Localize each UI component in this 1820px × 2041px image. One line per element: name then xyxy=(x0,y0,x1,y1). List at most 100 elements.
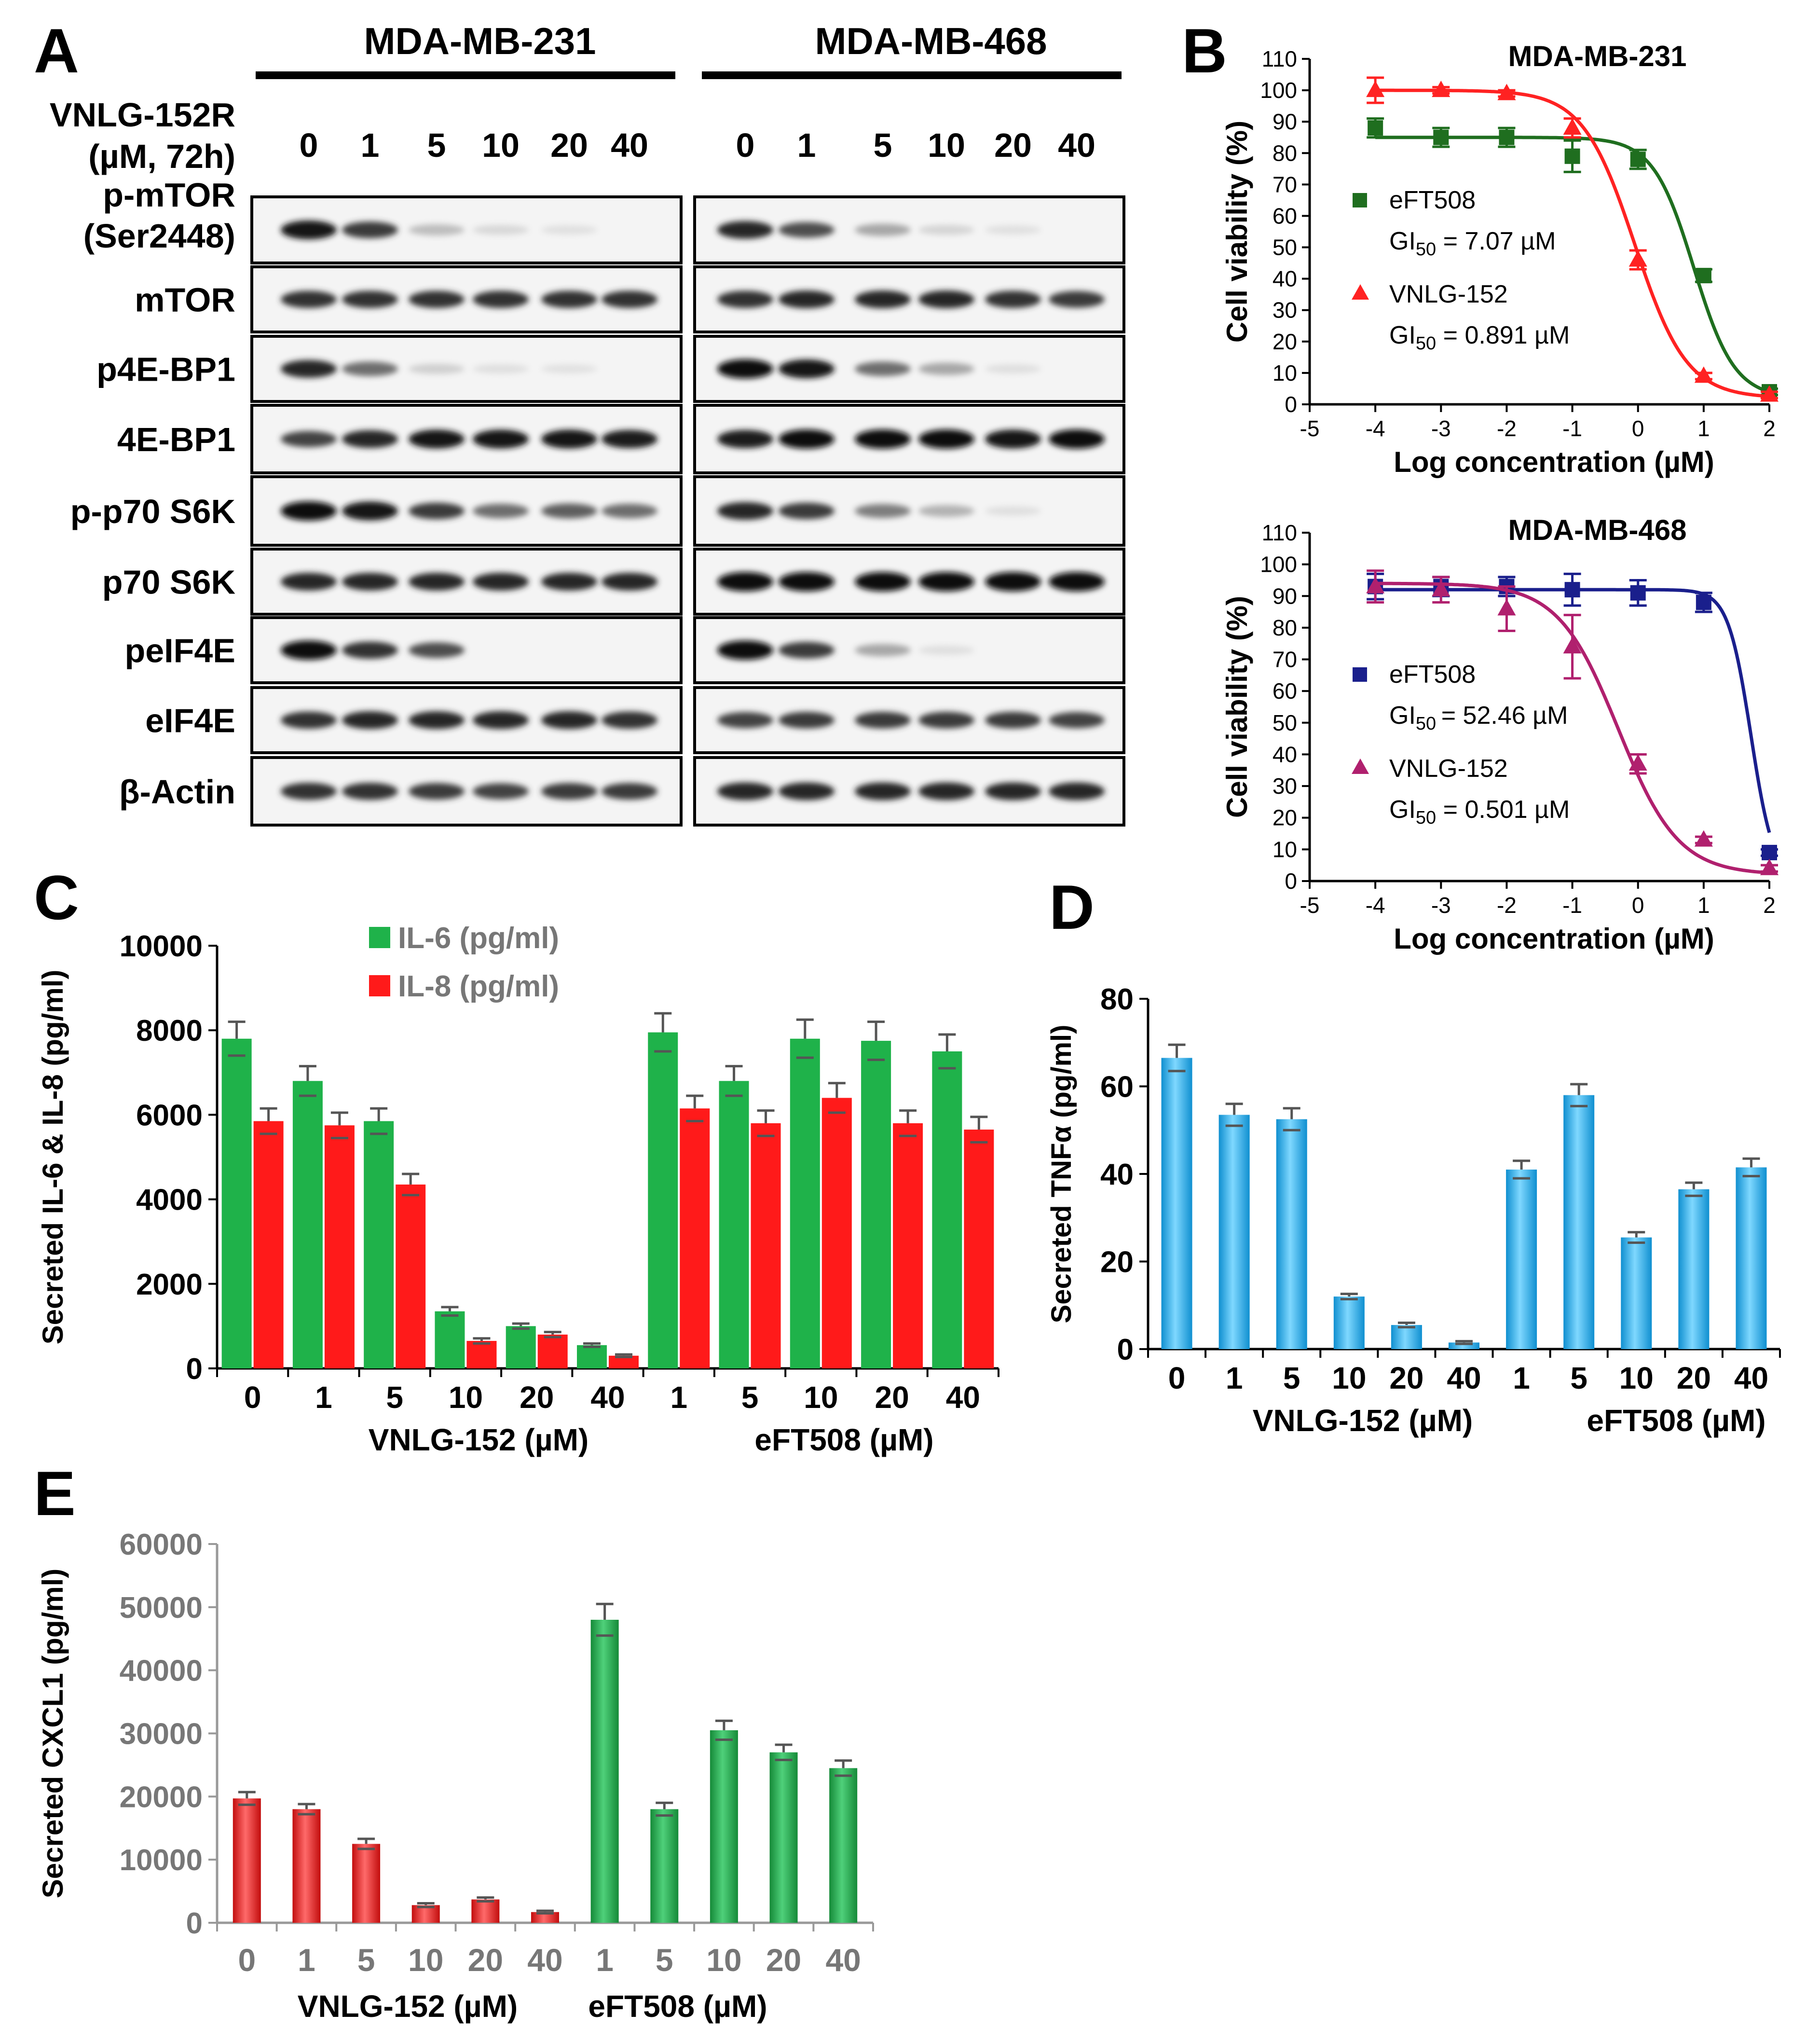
gi50-value: = 0.891 µM xyxy=(1436,321,1570,349)
blot-band xyxy=(281,640,337,660)
blot-band xyxy=(717,430,773,448)
x-category-label: 10 xyxy=(449,1380,483,1415)
bar xyxy=(1506,1169,1537,1349)
x-category-label: 20 xyxy=(468,1942,503,1978)
bar xyxy=(396,1184,426,1368)
bar xyxy=(1621,1237,1652,1349)
data-point xyxy=(1366,577,1385,593)
gi50-prefix: GI xyxy=(1389,227,1416,255)
x-group-label: VNLG-152 (µM) xyxy=(369,1422,588,1457)
dose-label: 1 xyxy=(361,126,380,164)
blot-band xyxy=(409,573,465,591)
y-tick-label: 110 xyxy=(1262,46,1297,71)
blot-band xyxy=(602,430,657,448)
blot-band xyxy=(409,224,465,236)
blot-band xyxy=(281,501,337,521)
bar xyxy=(861,1041,891,1368)
blot-band xyxy=(1049,429,1105,449)
blot-band xyxy=(342,573,398,591)
protein-label: p4E-BP1 xyxy=(96,351,235,388)
y-tick-label: 0 xyxy=(186,1352,203,1386)
bar xyxy=(324,1125,355,1368)
x-category-label: 40 xyxy=(825,1942,861,1978)
y-tick-label: 70 xyxy=(1273,172,1297,197)
blot-band xyxy=(779,429,835,449)
blot-band xyxy=(342,641,398,659)
x-tick-label: -1 xyxy=(1562,893,1582,918)
y-tick-label: 100 xyxy=(1260,78,1297,103)
blot-band xyxy=(473,225,529,235)
x-category-label: 5 xyxy=(357,1942,375,1978)
blot-band xyxy=(541,711,597,729)
y-tick-label: 20 xyxy=(1100,1246,1134,1279)
dose-label: 5 xyxy=(874,126,892,164)
gi50-subscript: 50 xyxy=(1416,239,1436,260)
y-axis-title: Secreted TNFα (pg/ml) xyxy=(1046,1025,1077,1324)
blot-band xyxy=(855,361,911,376)
blot-band xyxy=(985,429,1041,449)
y-tick-label: 60000 xyxy=(120,1528,203,1561)
blot-band xyxy=(602,503,657,519)
blot-cell-line-231: MDA-MB-231 xyxy=(364,20,596,62)
blot-band xyxy=(409,783,465,800)
y-tick-label: 80 xyxy=(1273,140,1297,165)
gi50-value: = 0.501 µM xyxy=(1436,796,1570,824)
dose-label: 40 xyxy=(1058,126,1095,164)
panel-letter-a: A xyxy=(34,15,79,86)
y-tick-label: 40000 xyxy=(120,1655,203,1688)
blot-band xyxy=(342,361,398,376)
x-tick-label: -3 xyxy=(1431,893,1451,918)
legend-label: VNLG-152 xyxy=(1389,755,1508,783)
y-tick-label: 30000 xyxy=(120,1718,203,1751)
gi50-prefix: GI xyxy=(1389,702,1416,730)
blot-band xyxy=(541,573,597,591)
blot-band xyxy=(281,573,337,591)
dose-label: 0 xyxy=(736,126,755,164)
x-category-label: 40 xyxy=(1734,1361,1768,1395)
treatment-label-line2: (µM, 72h) xyxy=(88,138,235,175)
blot-band xyxy=(918,362,974,375)
blot-band xyxy=(409,290,465,308)
bar xyxy=(648,1032,678,1368)
y-tick-label: 2000 xyxy=(136,1268,203,1301)
data-point xyxy=(1762,844,1777,860)
blot-band xyxy=(473,783,529,800)
bar xyxy=(751,1123,781,1368)
blot-band xyxy=(779,712,835,729)
x-tick-label: 1 xyxy=(1697,416,1710,441)
protein-label: mTOR xyxy=(135,281,235,319)
blot-band xyxy=(602,711,657,729)
x-tick-label: -2 xyxy=(1497,893,1517,918)
bar xyxy=(466,1341,497,1368)
bar xyxy=(932,1051,962,1368)
blot-band xyxy=(855,644,911,657)
blot-band xyxy=(541,429,597,449)
legend-label: VNLG-152 xyxy=(1389,280,1508,308)
data-point xyxy=(1760,858,1779,875)
blot-cell-line-468: MDA-MB-468 xyxy=(815,20,1047,62)
data-point xyxy=(1696,594,1711,610)
blot-band xyxy=(779,222,835,238)
gi50-value: = 7.07 µM xyxy=(1436,227,1556,255)
bar xyxy=(292,1081,323,1368)
blot-band xyxy=(473,573,529,591)
y-tick-label: 40 xyxy=(1100,1158,1134,1191)
blot-band xyxy=(779,502,835,520)
y-tick-label: 8000 xyxy=(136,1014,203,1048)
gi50-prefix: GI xyxy=(1389,796,1416,824)
y-tick-label: 20000 xyxy=(120,1780,203,1814)
blot-band xyxy=(985,712,1041,729)
blot-band xyxy=(717,290,773,308)
bar xyxy=(292,1809,321,1923)
bar xyxy=(893,1123,923,1368)
blot-band xyxy=(342,501,398,521)
panel-letter-b: B xyxy=(1182,15,1227,86)
bar xyxy=(769,1752,798,1923)
blot-band xyxy=(281,431,337,447)
protein-label: 4E-BP1 xyxy=(117,421,235,458)
x-category-label: 5 xyxy=(741,1380,759,1415)
x-tick-label: -4 xyxy=(1366,893,1385,918)
gi50-subscript: 50 xyxy=(1416,333,1436,354)
blot-band xyxy=(779,642,835,659)
blot-band xyxy=(779,782,835,800)
